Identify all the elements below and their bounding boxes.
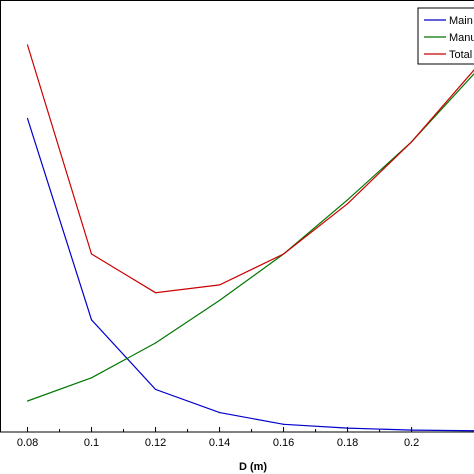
x-tick-label: 0.14	[209, 437, 230, 449]
plot-frame	[0, 0, 474, 433]
series-line-total	[26, 44, 474, 294]
x-axis-title: D (m)	[239, 461, 267, 473]
data-point-total	[410, 141, 413, 143]
data-point-main	[26, 117, 29, 120]
x-tick-label: 0.16	[273, 437, 294, 449]
data-point-manu	[154, 342, 157, 344]
data-point-total	[346, 203, 349, 205]
data-point-total	[218, 284, 221, 286]
x-tick-label: 0.12	[145, 437, 166, 449]
data-point-manu	[26, 400, 29, 402]
data-point-total	[26, 44, 29, 46]
series-layer	[26, 44, 474, 432]
x-axis: 0.08 0.1 0.12 0.14 0.16 0.18 0.2	[17, 427, 419, 449]
data-point-main	[282, 423, 285, 425]
data-point-total	[282, 253, 285, 255]
data-point-manu	[346, 199, 349, 201]
legend-label: Main	[449, 15, 473, 27]
x-tick-label: 0.08	[17, 437, 38, 449]
data-point-manu	[90, 377, 93, 379]
x-tick-label: 0.2	[404, 437, 419, 449]
series-line-main	[26, 118, 474, 432]
data-point-manu	[218, 299, 221, 302]
x-tick-label: 0.1	[84, 437, 99, 449]
x-tick-label: 0.18	[337, 437, 358, 449]
data-point-main	[218, 412, 221, 414]
data-point-main	[90, 319, 93, 321]
data-point-total	[154, 292, 157, 294]
data-point-main	[154, 388, 157, 391]
legend-label: Manu	[449, 32, 474, 44]
legend: Main Manu Total	[417, 7, 474, 65]
data-point-total	[90, 253, 93, 255]
legend-label: Total	[449, 49, 472, 61]
legend-box	[417, 7, 474, 65]
